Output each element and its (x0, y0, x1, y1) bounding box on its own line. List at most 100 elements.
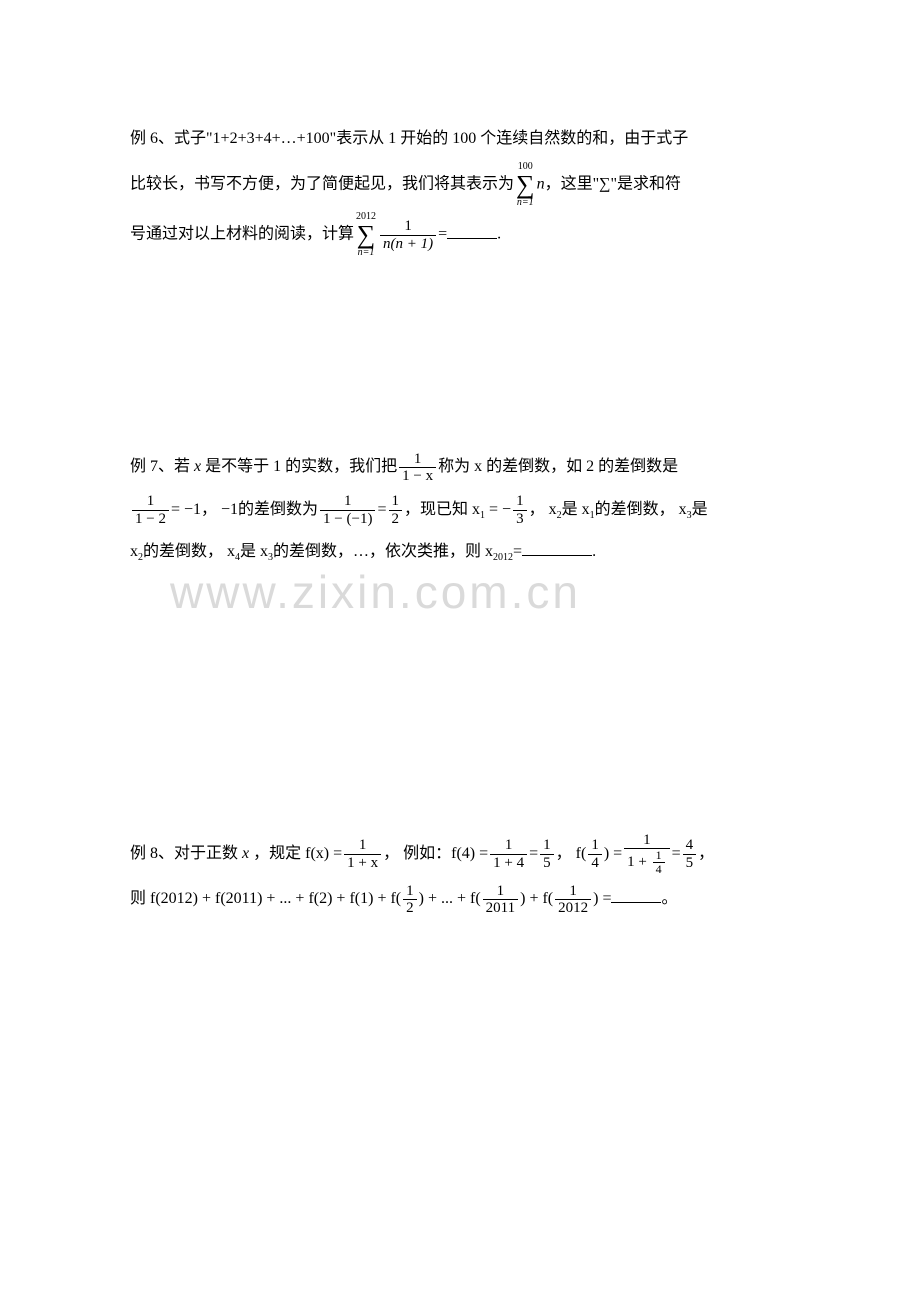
line2-prefix: 则 f(2012) + f(2011) + ... + f(2) + f(1) … (130, 890, 401, 907)
fraction-8-8: 12011 (483, 883, 518, 917)
f86-num: 4 (683, 837, 697, 855)
f71-den: 1 − x (399, 468, 436, 485)
fraction-7-2: 11 − 2 (132, 493, 169, 527)
answer-blank-7 (522, 537, 592, 556)
f88-num: 1 (483, 883, 518, 901)
watermark-text: www.zixin.com.cn (170, 565, 581, 619)
f72-num: 1 (132, 493, 169, 511)
sum2-lower-eq: =1 (363, 247, 375, 258)
problem-7-text9: 的差倒数， x (595, 501, 687, 518)
problem-7-text14: 的差倒数，…，依次类推，则 x (273, 543, 493, 560)
problem-7-text4: ， −1的差倒数为 (201, 501, 318, 518)
problem-7-text1: 若 (174, 458, 194, 475)
sum-icon: 100∑n=1 (516, 162, 535, 208)
f87-num: 1 (403, 883, 417, 901)
f88-den: 2011 (483, 900, 518, 917)
f81-num: 1 (344, 837, 381, 855)
f74-num: 1 (389, 493, 403, 511)
problem-7-text15: = (513, 543, 522, 560)
problem-7-text7: ， x (529, 501, 557, 518)
problem-6-text4: 号通过对以上材料的阅读，计算 (130, 226, 354, 243)
problem-8-text1: 对于正数 (174, 845, 242, 862)
problem-6-period: . (497, 226, 501, 243)
sum2-lower: n=1 (356, 248, 376, 258)
problem-6-line1: 例 6、式子"1+2+3+4+…+100"表示从 1 开始的 100 个连续自然… (130, 120, 790, 158)
f81-den: 1 + x (344, 855, 381, 872)
f83-den: 5 (540, 855, 554, 872)
problem-6: 例 6、式子"1+2+3+4+…+100"表示从 1 开始的 100 个连续自然… (130, 120, 790, 258)
problem-8: 例 8、对于正数 x ，规定 f(x) =11 + x， 例如：f(4) =11… (130, 832, 790, 919)
f84-num: 1 (588, 837, 602, 855)
problem-6-text3: ，这里"∑"是求和符 (545, 176, 681, 193)
f82-num: 1 (490, 837, 527, 855)
f85-den: 1 + 14 (624, 849, 669, 876)
problem-6-text2: 比较长，书写不方便，为了简便起见，我们将其表示为 (130, 176, 514, 193)
f82-den: 1 + 4 (490, 855, 527, 872)
nested-frac: 14 (653, 849, 665, 876)
fraction-7-4: 12 (389, 493, 403, 527)
problem-8-text6: ， (698, 845, 714, 862)
answer-blank-8 (611, 884, 661, 903)
problem-6-line3: 号通过对以上材料的阅读，计算2012∑n=11n(n + 1)=. (130, 212, 790, 258)
fraction-7-3: 11 − (−1) (320, 493, 375, 527)
problem-7-period: . (592, 543, 596, 560)
problem-7-label: 例 7、 (130, 458, 174, 475)
problem-8-text5: ) = (604, 845, 622, 862)
answer-blank-6 (447, 220, 497, 239)
f86-den: 5 (683, 855, 697, 872)
problem-7: 例 7、若 x 是不等于 1 的实数，我们把11 − x称为 x 的差倒数，如 … (130, 448, 790, 571)
fraction-8-3: 15 (540, 837, 554, 871)
eq-mid-8-2: = (672, 845, 681, 862)
problem-8-period: 。 (661, 890, 677, 907)
sum-term: n (537, 176, 545, 193)
sub-2012: 2012 (493, 552, 513, 563)
fraction-7-1: 11 − x (399, 451, 436, 485)
eq2-mid: = (377, 501, 386, 518)
f73-den: 1 − (−1) (320, 511, 375, 528)
f85-num: 1 (624, 832, 669, 850)
problem-6-line2: 比较长，书写不方便，为了简便起见，我们将其表示为100∑n=1n，这里"∑"是求… (130, 162, 790, 208)
frac-den-n2: n (396, 236, 404, 252)
fraction-7-5: 13 (513, 493, 527, 527)
problem-8-text2: ，规定 f(x) = (249, 845, 342, 862)
fraction-8-6: 45 (683, 837, 697, 871)
f85-den-top: 1 + (627, 854, 647, 870)
f75-den: 3 (513, 511, 527, 528)
f83-num: 1 (540, 837, 554, 855)
problem-7-line1: 例 7、若 x 是不等于 1 的实数，我们把11 − x称为 x 的差倒数，如 … (130, 448, 790, 486)
problem-8-line1: 例 8、对于正数 x ，规定 f(x) =11 + x， 例如：f(4) =11… (130, 832, 790, 877)
problem-7-text2: 是不等于 1 的实数，我们把 (201, 458, 397, 475)
fraction-8-9: 12012 (555, 883, 591, 917)
problem-8-label: 例 8、 (130, 845, 174, 862)
problem-7-text12: 的差倒数， x (143, 543, 235, 560)
problem-7-text11: x (130, 543, 138, 560)
fraction-1: 1n(n + 1) (380, 218, 436, 252)
problem-6-eq: = (438, 226, 447, 243)
problem-7-line2: 11 − 2= −1， −1的差倒数为11 − (−1)=12，现已知 x1 =… (130, 491, 790, 529)
problem-7-text5: ，现已知 x (404, 501, 480, 518)
problem-8-line2: 则 f(2012) + f(2011) + ... + f(2) + f(1) … (130, 880, 790, 918)
frac-den-plus: 1 (421, 236, 429, 252)
f73-num: 1 (320, 493, 375, 511)
line2-mid1: ) + ... + f( (419, 890, 481, 907)
eq-mid-8-1: = (529, 845, 538, 862)
sum-lower-eq: =1 (522, 197, 534, 208)
problem-8-text4: ， f( (556, 845, 587, 862)
problem-6-text1: 式子"1+2+3+4+…+100"表示从 1 开始的 100 个连续自然数的和，… (174, 130, 688, 147)
fraction-8-5: 11 + 14 (624, 832, 669, 877)
line2-mid2: ) + f( (520, 890, 553, 907)
frac-den-n1: n (383, 236, 391, 252)
fraction-8-4: 14 (588, 837, 602, 871)
eq1-right: = −1 (171, 501, 201, 518)
f72-den: 1 − 2 (132, 511, 169, 528)
problem-7-text8: 是 x (562, 501, 590, 518)
sum-lower: n=1 (516, 198, 535, 208)
f75-num: 1 (513, 493, 527, 511)
problem-7-line3: x2的差倒数， x4是 x3的差倒数，…，依次类推，则 x2012=. (130, 533, 790, 571)
fraction-8-2: 11 + 4 (490, 837, 527, 871)
problem-7-text13: 是 x (240, 543, 268, 560)
problem-6-label: 例 6、 (130, 130, 174, 147)
sigma-symbol: ∑ (516, 172, 535, 198)
fraction-8-7: 12 (403, 883, 417, 917)
nf-num: 1 (653, 849, 665, 863)
